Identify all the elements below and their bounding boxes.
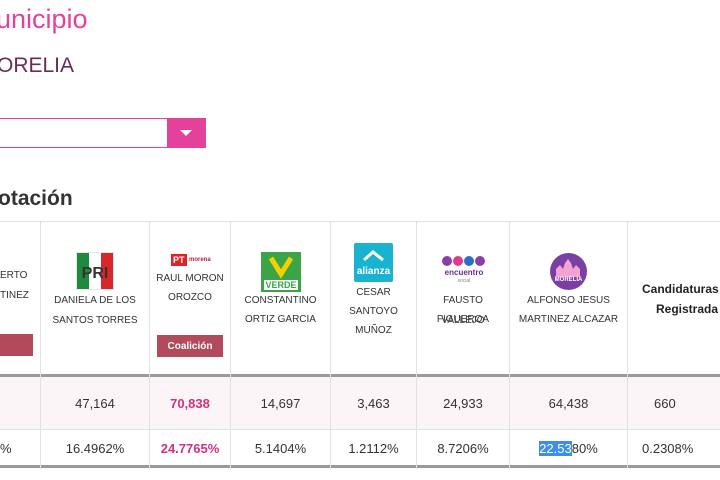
candidate-column-encuentro-social: encuentro social FAUSTO VALLEJO FIGUEROA… — [417, 221, 510, 469]
registered-header-line: Registrada — [656, 302, 719, 316]
candidate-name-line: SANTOYO — [349, 306, 398, 317]
verde-logo-icon: VERDE — [261, 252, 301, 292]
candidate-name-line: MUÑOZ — [355, 325, 392, 336]
chevron-down-icon — [180, 130, 192, 136]
candidate-name-line: FIGUEROA — [436, 314, 490, 325]
candidate-name-line: FAUSTO VALLEJO — [441, 295, 485, 326]
vote-percent: 16.4962% — [65, 440, 125, 456]
votes-row-bg — [0, 375, 720, 429]
encuentro-social-logo-icon: encuentro social — [439, 254, 489, 288]
percent-row-divider — [0, 429, 720, 430]
registered-header: Candidaturas Registrada — [642, 279, 719, 319]
candidate-column-alianza: alianza CESAR SANTOYO MUÑOZ 3,463 1.2112… — [331, 221, 417, 469]
table-bottom-border — [0, 465, 720, 468]
section-title: otación — [0, 187, 73, 210]
vote-count: 3,463 — [357, 395, 390, 411]
candidate-name-line: MARTINEZ ALCAZAR — [518, 314, 619, 325]
candidate-column-pri: PRI DANIELA DE LOS SANTOS TORRES 47,164 … — [41, 221, 150, 469]
candidate-column-0: ERTO TINEZ % — [0, 221, 41, 469]
table-top-border — [0, 221, 720, 222]
votes-row-border — [0, 374, 720, 377]
registered-candidacies-column: Candidaturas Registrada 660 0.2308% — [628, 221, 720, 469]
candidate-name-line: TINEZ — [0, 290, 29, 301]
svg-text:VERDE: VERDE — [265, 280, 296, 290]
vote-percent: 0.2308% — [642, 440, 694, 456]
registered-header-line: Candidaturas — [642, 282, 719, 296]
candidate-name-line: ALFONSO JESUS — [527, 295, 610, 306]
candidate-name-line: OROZCO — [168, 292, 212, 303]
vote-count: 24,933 — [443, 395, 483, 411]
candidate-name-line: ERTO — [0, 270, 28, 281]
morelia-logo-icon: MORELIA — [550, 253, 587, 290]
vote-count: 14,697 — [260, 395, 301, 411]
results-table: ERTO TINEZ % PRI DANIELA DE LOS SANTOS T… — [0, 221, 720, 469]
pri-logo-icon: PRI — [76, 252, 114, 290]
candidate-column-pt: PT morena RAUL MORON OROZCO Coalición 70… — [150, 221, 231, 469]
vote-percent[interactable]: 22.53 80% — [510, 431, 627, 465]
vote-count: 47,164 — [75, 395, 115, 411]
vote-percent: 8.7206% — [437, 440, 489, 456]
vote-percent: 1.2112% — [348, 440, 399, 456]
vote-percent: % — [0, 440, 12, 456]
candidate-name-line: CESAR — [356, 287, 391, 298]
candidate-column-verde: VERDE CONSTANTINO ORTIZ GARCIA 14,697 5.… — [231, 221, 331, 469]
svg-text:PRI: PRI — [82, 265, 109, 282]
page-subtitle: ORELIA — [0, 54, 75, 77]
selected-text: 22.53 — [539, 440, 572, 456]
page-title: unicipio — [0, 4, 88, 34]
candidate-name-line: CONSTANTINO — [244, 295, 317, 306]
pt-morena-logo-icon: PT morena — [171, 254, 211, 266]
candidate-name-line: SANTOS TORRES — [52, 315, 138, 326]
vote-count: 70,838 — [170, 395, 210, 411]
candidate-name-line: DANIELA DE LOS — [54, 295, 136, 306]
vote-count: 660 — [654, 395, 676, 411]
coalition-badge[interactable] — [0, 334, 33, 356]
candidate-name-line: RAUL MORON — [156, 273, 224, 284]
alianza-logo-icon: alianza — [354, 243, 393, 282]
coalition-badge[interactable]: Coalición — [157, 335, 223, 357]
vote-percent-rest: 80% — [571, 440, 598, 456]
vote-count: 64,438 — [548, 395, 589, 411]
municipality-select[interactable] — [0, 118, 206, 148]
candidate-name-line: ORTIZ GARCIA — [245, 314, 316, 325]
vote-percent: 5.1404% — [254, 440, 307, 456]
vote-percent: 24.7765% — [160, 440, 220, 456]
select-dropdown-button[interactable] — [167, 119, 205, 147]
candidate-column-morelia: MORELIA ALFONSO JESUS MARTINEZ ALCAZAR 6… — [510, 221, 628, 469]
